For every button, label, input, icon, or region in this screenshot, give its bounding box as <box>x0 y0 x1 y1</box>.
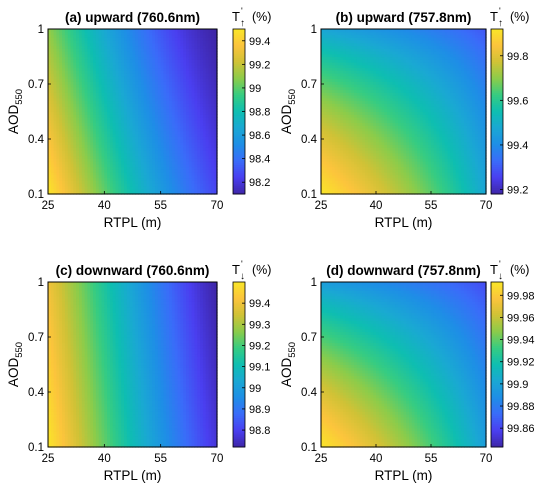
colorbar-tick-label: 98.6 <box>249 130 270 142</box>
x-axis-label: RTPL (m) <box>104 215 162 230</box>
y-tick-label: 1 <box>38 24 44 36</box>
x-tick-label: 70 <box>211 200 224 212</box>
y-axis-label-main: AOD <box>6 105 21 135</box>
colorbar-tick-label: 98.8 <box>249 107 270 119</box>
y-axis-label: AOD550 <box>6 89 25 134</box>
colorbar-tick-label: 98.2 <box>249 177 270 189</box>
colorbar-tick-label: 98.4 <box>249 154 270 166</box>
colorbar-label-arrow: ↑ <box>240 18 245 29</box>
x-tick-label: 25 <box>42 200 55 212</box>
heatmap-grid <box>321 29 487 195</box>
y-tick-label: 0.7 <box>28 79 44 91</box>
y-tick-label: 0.1 <box>28 189 44 201</box>
colorbar-label-unit: (%) <box>252 10 271 24</box>
colorbar-tick-label: 99.2 <box>249 59 270 71</box>
chart-title: (a) upward (760.6nm) <box>65 10 200 25</box>
y-tick-label: 0.4 <box>28 134 45 146</box>
chart-title: (b) upward (757.8nm) <box>336 10 472 25</box>
colorbar-label: T <box>232 9 240 24</box>
colorbar: 99.4 99.2 99 98.8 98.6 98.4 98.2 T' ↑ (%) <box>232 6 271 195</box>
y-axis-label-subscript: 550 <box>14 89 25 105</box>
heatmap-grid <box>48 29 218 195</box>
colorbar-tick-label: 99 <box>249 83 261 95</box>
x-tick-label: 40 <box>98 200 111 212</box>
colorbar-label-prime: ' <box>241 6 243 16</box>
colorbar-tick-label: 99.4 <box>249 36 270 48</box>
x-tick-label: 55 <box>154 200 167 212</box>
chart-panel-0: (a) upward (760.6nm) 25 40 55 70 0.1 0.4 0.7 1 RT… <box>6 6 271 230</box>
